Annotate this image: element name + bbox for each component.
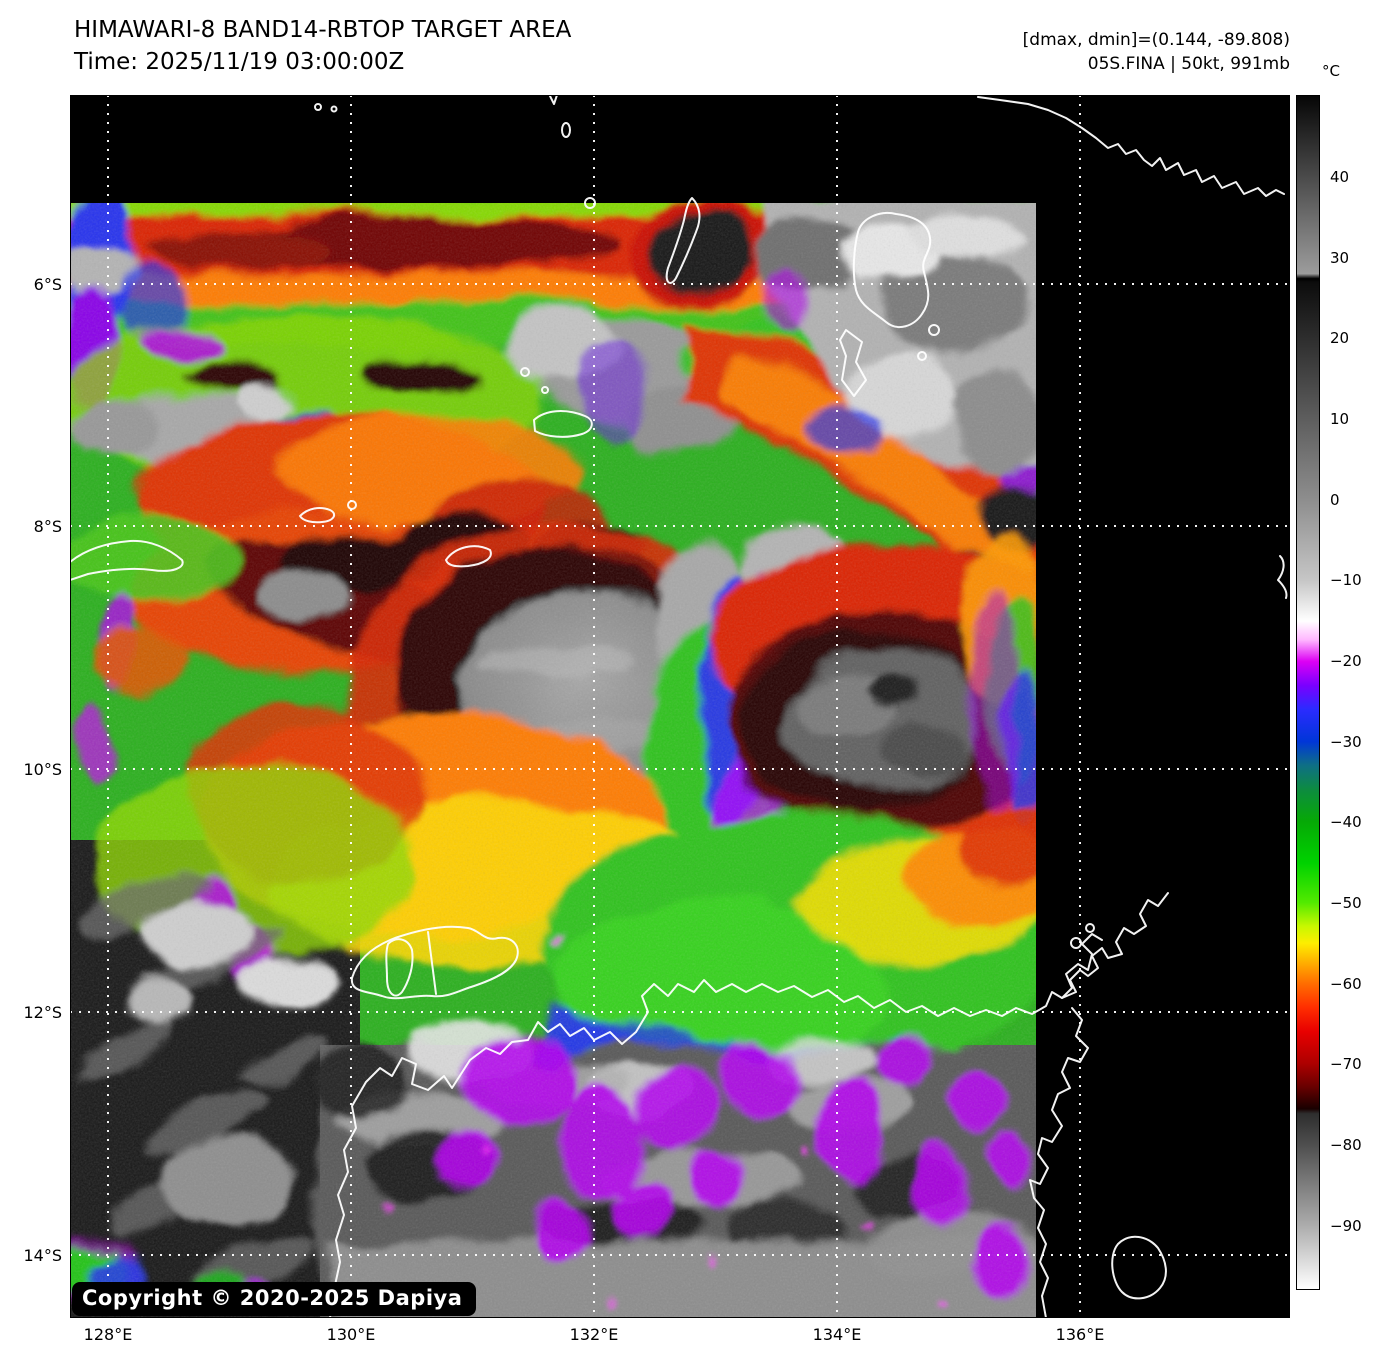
- colorbar-tick: 40: [1330, 168, 1350, 186]
- temperature-colorbar: [1296, 95, 1320, 1290]
- lat-tick-label: 12°S: [23, 1003, 62, 1022]
- groote-eylandt-outline: [1111, 1235, 1167, 1300]
- lon-tick-label: 128°E: [83, 1325, 133, 1344]
- colorbar-tick: −60: [1330, 975, 1362, 993]
- colorbar-tick: 0: [1330, 491, 1340, 509]
- dmax-dmin-annotation: [dmax, dmin]=(0.144, -89.808): [1022, 30, 1290, 50]
- timor-coastline: [71, 539, 184, 581]
- copyright-badge: Copyright © 2020-2025 Dapiya: [72, 1282, 477, 1316]
- satellite-imagery: [71, 203, 1036, 1317]
- colorbar-tick: −80: [1330, 1136, 1362, 1154]
- seram-island-outline: [852, 212, 932, 329]
- colorbar-tick: −50: [1330, 894, 1362, 912]
- papua-coast-fragment: [1277, 555, 1288, 599]
- arnhem-land-coastline: [1061, 892, 1169, 999]
- storm-id-annotation: 05S.FINA | 50kt, 991mb: [1087, 54, 1290, 74]
- colorbar-tick: −30: [1330, 733, 1362, 751]
- lat-tick-label: 14°S: [23, 1246, 62, 1265]
- colorbar-tick: −70: [1330, 1055, 1362, 1073]
- colorbar-unit-label: °C: [1322, 62, 1340, 80]
- lat-tick-label: 10°S: [23, 760, 62, 779]
- timestamp: Time: 2025/11/19 03:00:00Z: [74, 49, 405, 75]
- page-title: HIMAWARI-8 BAND14-RBTOP TARGET AREA: [74, 17, 572, 43]
- noise-texture: [71, 203, 1036, 1317]
- lat-tick-label: 6°S: [33, 275, 62, 294]
- colorbar-tick: 20: [1330, 329, 1350, 347]
- colorbar-tick: −20: [1330, 652, 1362, 670]
- banda-islands-outline: [665, 197, 701, 284]
- map-frame: [70, 95, 1290, 1318]
- australia-north-coastline: [329, 933, 1103, 1317]
- tiwi-islands-outline: [350, 925, 519, 1000]
- colorbar-tick: −40: [1330, 813, 1362, 831]
- gulf-coastline: [1029, 1007, 1089, 1317]
- buru-island-outline: [533, 410, 593, 438]
- coastlines: [71, 96, 1288, 1317]
- lon-tick-label: 130°E: [326, 1325, 376, 1344]
- tanimbar-island-outline: [385, 938, 414, 997]
- colorbar-tick: −10: [1330, 571, 1362, 589]
- lon-tick-label: 134°E: [812, 1325, 862, 1344]
- colorbar-tick: 10: [1330, 410, 1350, 428]
- new-guinea-coastline: [977, 96, 1285, 197]
- lat-tick-label: 8°S: [33, 517, 62, 536]
- satellite-map-image: [71, 96, 1289, 1317]
- colorbar-tick: 30: [1330, 249, 1350, 267]
- colorbar-tick: −90: [1330, 1217, 1362, 1235]
- lon-tick-label: 132°E: [569, 1325, 619, 1344]
- lon-tick-label: 136°E: [1055, 1325, 1105, 1344]
